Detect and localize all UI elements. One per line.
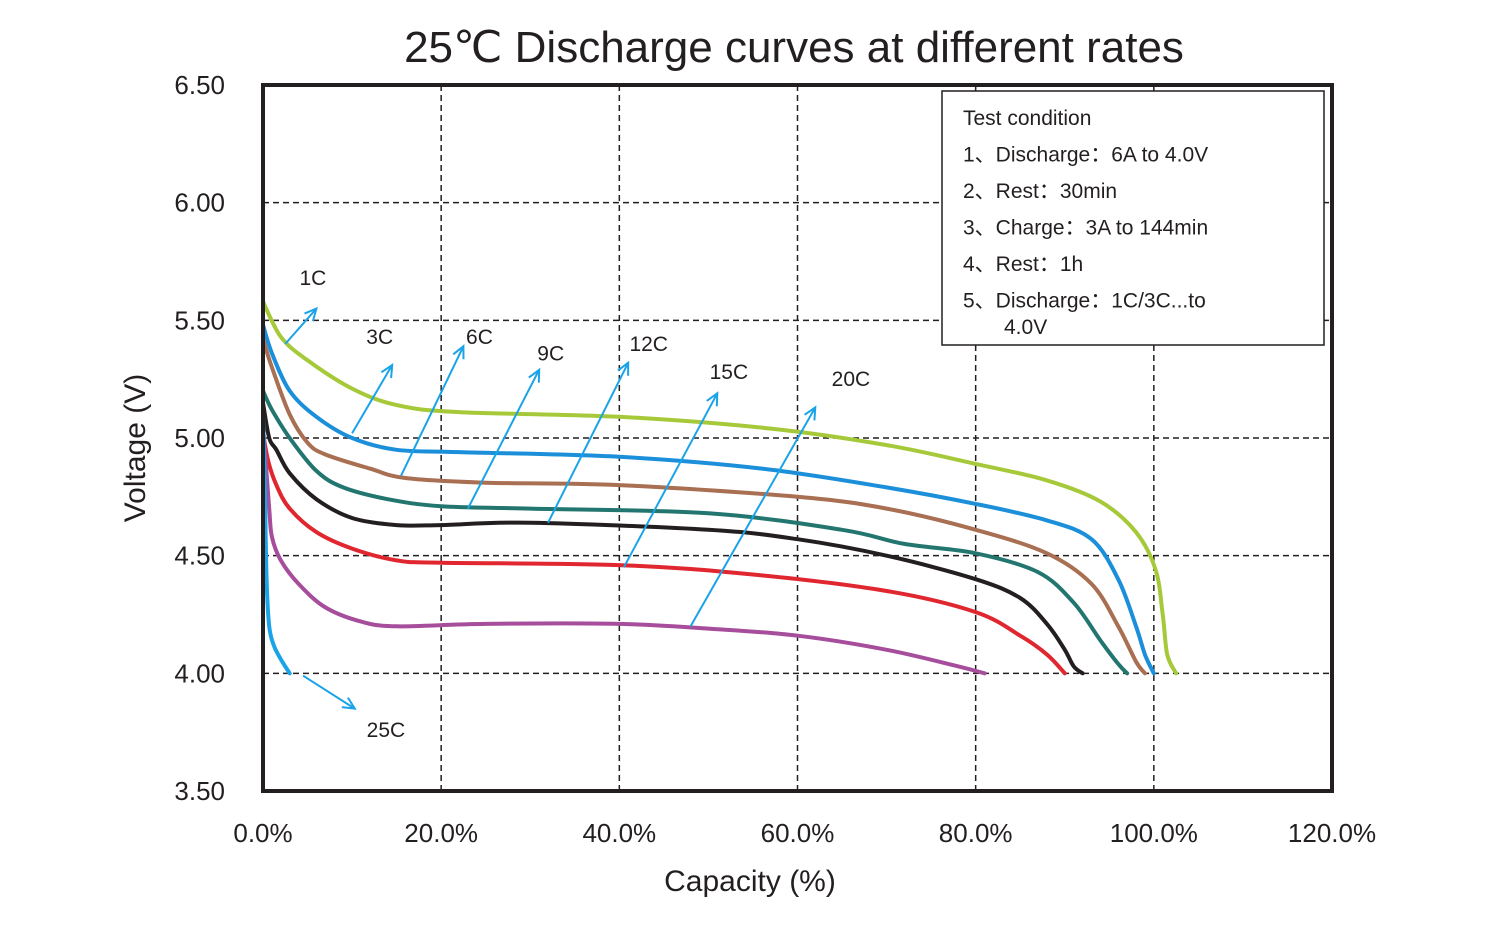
series-label-15c: 15C (710, 361, 749, 384)
y-tick-label: 6.00 (174, 188, 225, 218)
legend-frame (941, 90, 1325, 346)
x-tick-label: 0.0% (233, 818, 292, 848)
arrow-9c (467, 367, 541, 510)
legend-line: 4.0V (1004, 316, 1047, 339)
x-tick-label: 20.0% (404, 818, 478, 848)
series-line-1c (261, 299, 1179, 676)
series-line-15c (261, 431, 1067, 676)
y-axis-label: Voltage (V) (119, 374, 152, 522)
arrow-1c (284, 306, 318, 345)
y-tick-label: 6.50 (174, 70, 225, 100)
legend-line: 2、Rest：30min (963, 180, 1117, 203)
arrow-12c (547, 360, 630, 524)
series-label-25c: 25C (367, 719, 406, 742)
y-tick-labels: 6.50 6.00 5.50 5.00 4.50 4.00 3.50 (174, 70, 225, 806)
x-tick-label: 80.0% (939, 818, 1013, 848)
series-label-9c: 9C (537, 342, 564, 365)
series-line-3c (261, 323, 1156, 676)
x-tick-label: 40.0% (582, 818, 656, 848)
legend-heading: Test condition (963, 107, 1091, 130)
legend-line: 4、Rest：1h (963, 253, 1083, 276)
x-tick-label: 60.0% (761, 818, 835, 848)
x-axis-label: Capacity (%) (664, 865, 836, 898)
y-tick-label: 4.50 (174, 541, 225, 571)
x-tick-label: 120.0% (1288, 818, 1376, 848)
series-label-6c: 6C (466, 326, 493, 349)
x-tick-labels: 0.0% 20.0% 40.0% 60.0% 80.0% 100.0% 120.0% (233, 818, 1376, 848)
series-label-3c: 3C (366, 326, 393, 349)
series-curves (261, 299, 1179, 676)
arrow-20c (689, 405, 817, 627)
arrow-25c (302, 674, 357, 710)
y-tick-label: 4.00 (174, 658, 225, 688)
arrow-3c (351, 363, 394, 434)
series-label-1c: 1C (299, 267, 326, 290)
plot-frame (261, 83, 1334, 793)
legend-line: 3、Charge：3A to 144min (963, 217, 1208, 240)
series-line-12c (261, 400, 1085, 676)
series-label-12c: 12C (629, 333, 668, 356)
y-tick-label: 3.50 (174, 776, 225, 806)
legend-line: 5、Discharge：1C/3C...to (963, 290, 1206, 313)
legend-line: 1、Discharge：6A to 4.0V (963, 144, 1208, 167)
arrow-15c (622, 391, 719, 568)
y-tick-label: 5.50 (174, 305, 225, 335)
series-line-9c (261, 388, 1130, 676)
legend-lines: Test condition 1、Discharge：6A to 4.0V 2、Re… (963, 107, 1208, 339)
chart-title: 25℃ Discharge curves at different rates (404, 23, 1184, 72)
rate-labels: 1C 3C 6C 9C 12C 15C 20C 25C (299, 267, 870, 742)
x-tick-label: 100.0% (1110, 818, 1198, 848)
arrow-6c (400, 344, 465, 477)
y-tick-label: 5.00 (174, 423, 225, 453)
series-line-6c (261, 337, 1147, 676)
series-label-20c: 20C (832, 368, 871, 391)
series-line-20c (261, 424, 987, 676)
test-condition-legend: Test condition 1、Discharge：6A to 4.0V 2、Re… (941, 90, 1325, 346)
rate-annotation-arrows (284, 306, 817, 710)
